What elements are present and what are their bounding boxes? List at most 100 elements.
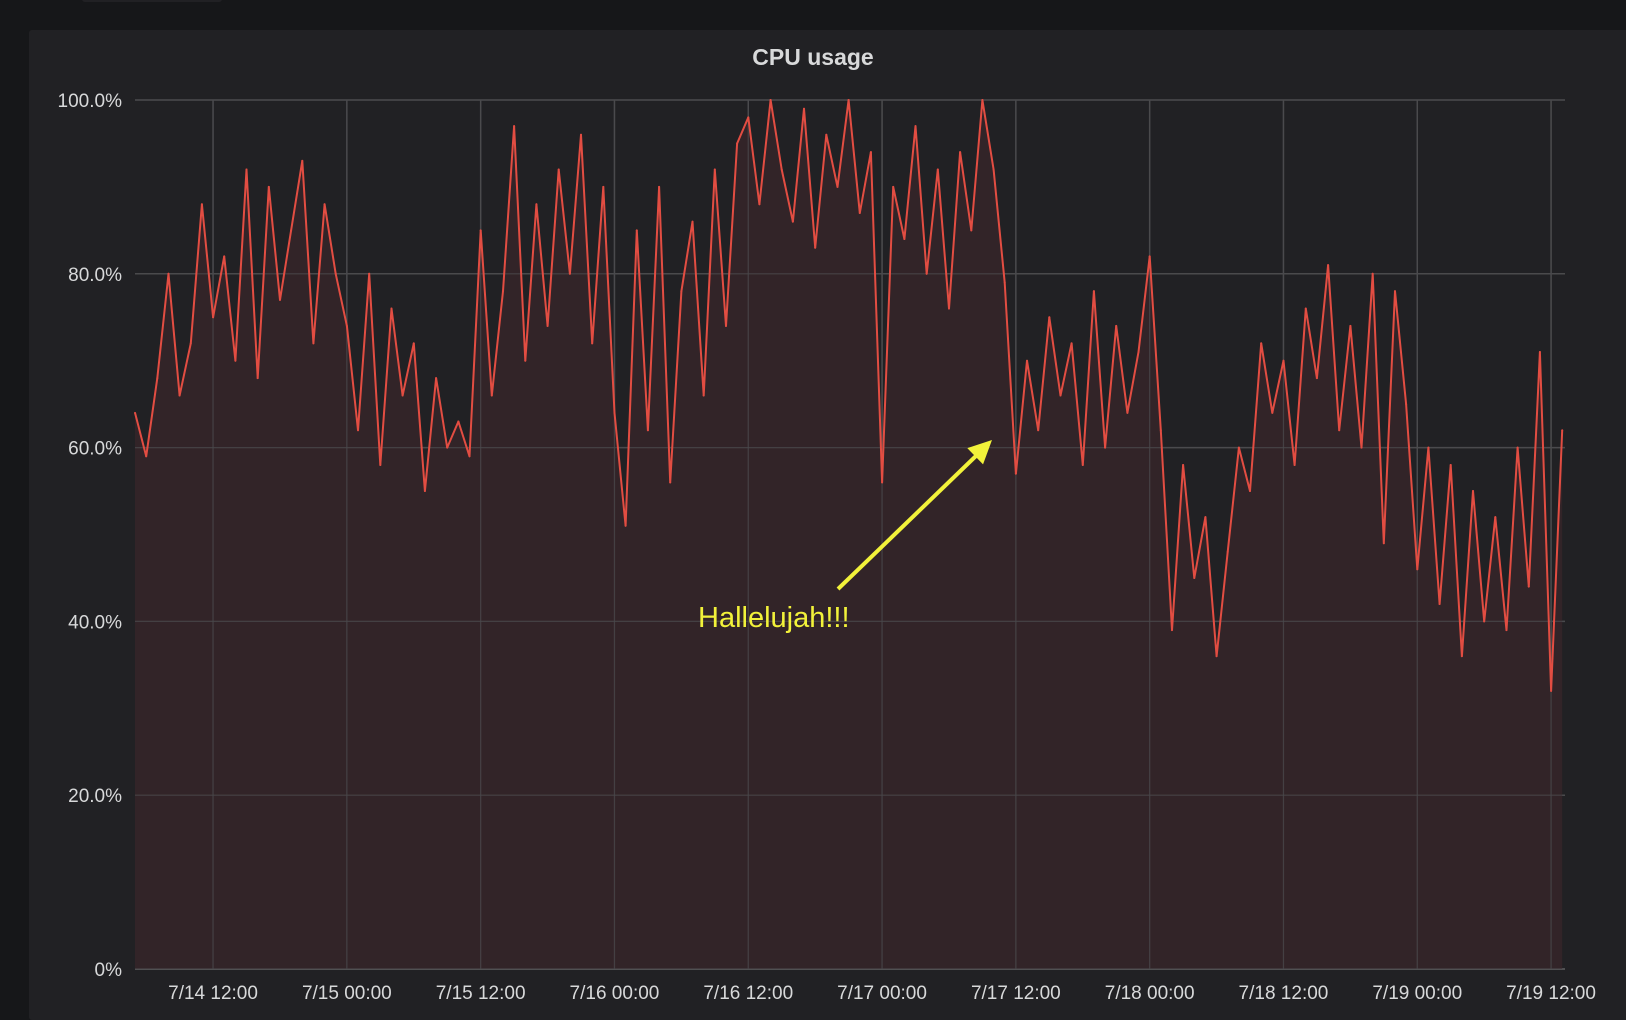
data-point bbox=[401, 394, 404, 397]
data-point bbox=[591, 342, 594, 345]
y-tick-label: 20.0% bbox=[68, 786, 122, 807]
data-point bbox=[568, 272, 571, 275]
x-tick-label: 7/17 00:00 bbox=[837, 983, 927, 1004]
data-point bbox=[1527, 585, 1530, 588]
data-point bbox=[791, 220, 794, 223]
x-tick-label: 7/15 00:00 bbox=[302, 983, 392, 1004]
y-tick-label: 80.0% bbox=[68, 265, 122, 286]
data-point bbox=[1159, 429, 1162, 432]
data-point bbox=[758, 203, 761, 206]
data-point bbox=[457, 420, 460, 423]
series-area-fill bbox=[135, 100, 1563, 969]
x-tick-label: 7/18 12:00 bbox=[1239, 983, 1329, 1004]
data-point bbox=[1271, 411, 1274, 414]
data-point bbox=[769, 99, 772, 101]
annotation-arrow bbox=[836, 452, 980, 591]
data-point bbox=[1026, 359, 1029, 362]
data-point bbox=[1249, 490, 1252, 493]
data-point bbox=[1516, 446, 1519, 449]
data-point bbox=[1148, 255, 1151, 258]
x-tick-label: 7/17 12:00 bbox=[971, 983, 1061, 1004]
data-point bbox=[580, 133, 583, 136]
data-point bbox=[1226, 550, 1229, 553]
annotation-text: Hallelujah!!! bbox=[698, 602, 850, 634]
data-point bbox=[1115, 324, 1118, 327]
data-point bbox=[1260, 342, 1263, 345]
data-point bbox=[1081, 463, 1084, 466]
data-point bbox=[981, 99, 984, 101]
data-point bbox=[1315, 377, 1318, 380]
data-point bbox=[379, 463, 382, 466]
data-point bbox=[1460, 655, 1463, 658]
y-tick-label: 40.0% bbox=[68, 612, 122, 633]
data-point bbox=[959, 151, 962, 154]
data-point bbox=[1371, 272, 1374, 275]
data-point bbox=[1193, 576, 1196, 579]
data-point bbox=[446, 446, 449, 449]
data-point bbox=[1427, 446, 1430, 449]
x-tick-label: 7/16 00:00 bbox=[570, 983, 660, 1004]
data-point bbox=[1449, 463, 1452, 466]
data-point bbox=[869, 151, 872, 154]
data-point bbox=[903, 238, 906, 241]
data-point bbox=[245, 168, 248, 171]
data-point bbox=[256, 377, 259, 380]
data-point bbox=[1182, 463, 1185, 466]
x-tick-label: 7/18 00:00 bbox=[1105, 983, 1195, 1004]
y-tick-label: 0% bbox=[95, 960, 123, 981]
x-axis-ticks: 7/14 12:00 7/15 00:00 7/15 12:00 7/16 00:00… bbox=[168, 983, 1596, 1004]
data-point bbox=[624, 524, 627, 527]
panel-title[interactable]: CPU usage bbox=[752, 44, 874, 70]
data-point bbox=[156, 377, 159, 380]
data-point bbox=[212, 316, 215, 319]
data-point bbox=[1338, 429, 1341, 432]
data-point bbox=[323, 203, 326, 206]
data-point bbox=[635, 229, 638, 232]
data-point bbox=[803, 107, 806, 110]
data-point bbox=[513, 125, 516, 128]
data-point bbox=[490, 394, 493, 397]
data-point bbox=[1282, 359, 1285, 362]
x-tick-label: 7/15 12:00 bbox=[436, 983, 526, 1004]
data-point bbox=[234, 359, 237, 362]
data-point bbox=[858, 211, 861, 214]
x-tick-label: 7/19 00:00 bbox=[1372, 983, 1462, 1004]
data-point bbox=[613, 411, 616, 414]
data-point bbox=[479, 229, 482, 232]
data-point bbox=[702, 394, 705, 397]
data-point bbox=[914, 125, 917, 128]
data-point bbox=[736, 142, 739, 145]
data-point bbox=[713, 168, 716, 171]
data-point bbox=[390, 307, 393, 310]
data-point bbox=[1126, 411, 1129, 414]
data-point bbox=[290, 229, 293, 232]
data-point bbox=[535, 203, 538, 206]
data-point bbox=[970, 229, 973, 232]
data-point bbox=[468, 455, 471, 458]
data-point bbox=[1170, 629, 1173, 632]
data-point bbox=[1405, 403, 1408, 406]
data-point bbox=[1215, 655, 1218, 658]
data-point bbox=[557, 168, 560, 171]
data-point bbox=[892, 185, 895, 188]
data-point bbox=[602, 185, 605, 188]
data-point bbox=[936, 168, 939, 171]
data-point bbox=[1494, 516, 1497, 519]
data-point bbox=[1092, 290, 1095, 293]
data-point bbox=[1438, 603, 1441, 606]
data-point bbox=[836, 185, 839, 188]
data-point bbox=[423, 490, 426, 493]
data-point bbox=[167, 272, 170, 275]
data-point bbox=[1204, 516, 1207, 519]
x-tick-label: 7/19 12:00 bbox=[1506, 983, 1596, 1004]
data-point bbox=[1472, 490, 1475, 493]
data-point bbox=[1538, 351, 1541, 354]
data-point bbox=[1349, 324, 1352, 327]
data-point bbox=[312, 342, 315, 345]
data-point bbox=[1014, 472, 1017, 475]
data-point bbox=[1505, 629, 1508, 632]
data-point bbox=[1037, 429, 1040, 432]
y-axis-ticks: 0% 20.0% 40.0% 60.0% 80.0% 100.0% bbox=[58, 91, 123, 981]
data-point bbox=[435, 377, 438, 380]
data-point bbox=[658, 185, 661, 188]
